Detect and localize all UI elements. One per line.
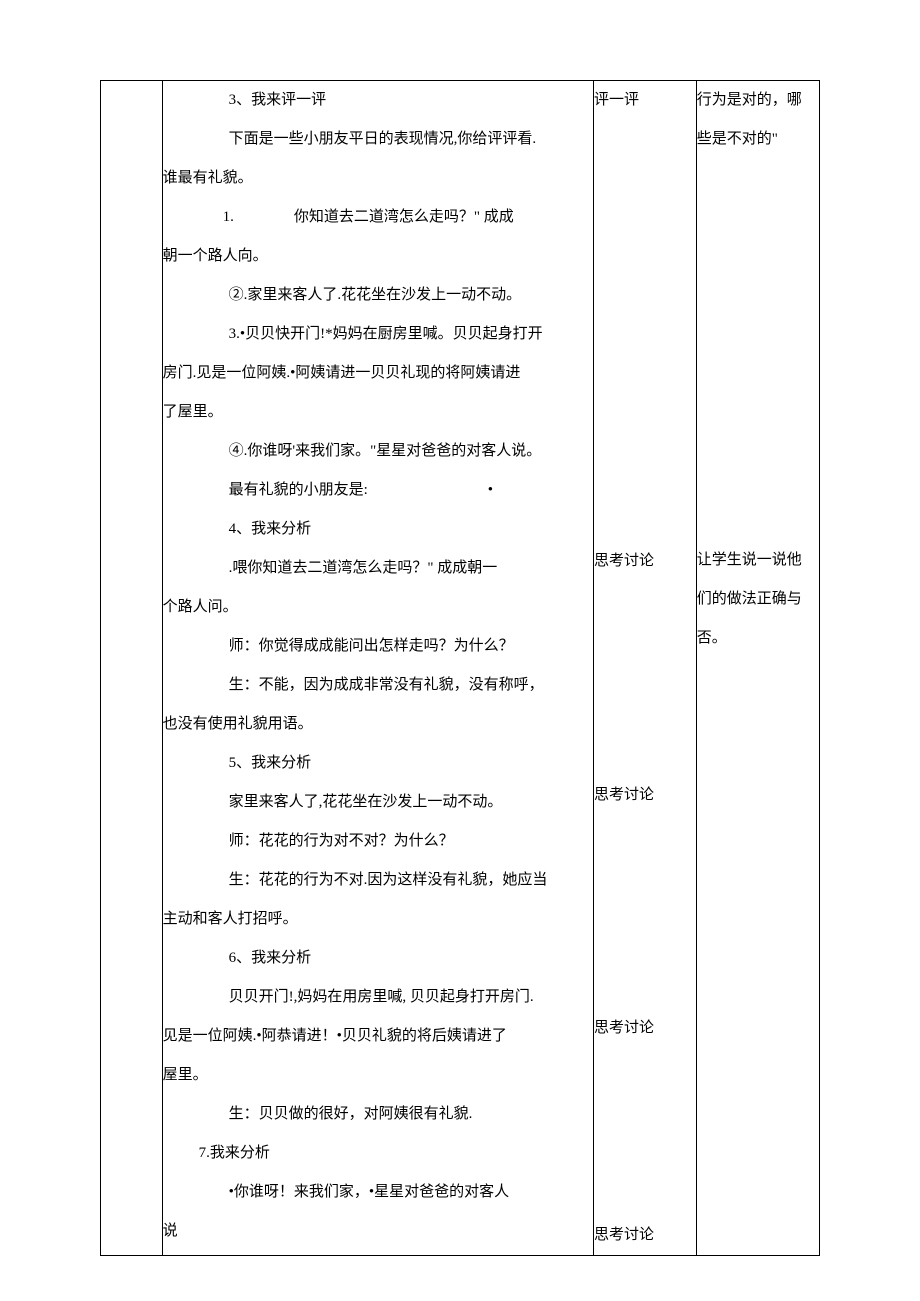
section-3-item2: ②.家里来客人了.花花坐在沙发上一动不动。: [163, 276, 593, 315]
section-3-intro-cont: 谁最有礼貌。: [163, 159, 593, 198]
section-5-student1: 生：花花的行为不对.因为这样没有礼貌，她应当: [163, 861, 593, 900]
section-3-title: 3、我来评一评: [163, 81, 593, 120]
section-7-line1: •你谁呀！来我们家，•星星对爸爸的对客人: [163, 1173, 593, 1212]
section-4-title: 4、我来分析: [163, 510, 593, 549]
section-3-intro: 下面是一些小朋友平日的表现情况,你给评评看.: [163, 120, 593, 159]
section-7-title: 7.我来分析: [163, 1134, 593, 1173]
student-activity-cell: 评一评 思考讨论 思考讨论 思考讨论 思考讨论: [594, 81, 697, 1256]
section-6-line1: 贝贝开门!,妈妈在用房里喊, 贝贝起身打开房门.: [163, 978, 593, 1017]
spacer: [594, 1048, 696, 1216]
activity-5: 思考讨论: [594, 776, 696, 815]
activity-6: 思考讨论: [594, 1009, 696, 1048]
lesson-plan-table: 3、我来评一评 下面是一些小朋友平日的表现情况,你给评评看. 谁最有礼貌。 1.…: [100, 80, 820, 1256]
section-4-line2: 个路人问。: [163, 588, 593, 627]
section-4-student1: 生：不能，因为成成非常没有礼貌，没有称呼，: [163, 666, 593, 705]
section-6-line2: 见是一位阿姨.•阿恭请进！•贝贝礼貌的将后姨请进了: [163, 1017, 593, 1056]
design-intent-cell: 行为是对的，哪 些是不对的" 让学生说一说他 们的做法正确与 否。: [696, 81, 819, 1256]
section-7-line2: 说: [163, 1212, 593, 1251]
intent-4c: 否。: [697, 619, 819, 658]
section-3-item1: 1. 你知道去二道湾怎么走吗？" 成成: [163, 198, 593, 237]
spacer: [594, 120, 696, 542]
activity-7: 思考讨论: [594, 1216, 696, 1255]
section-5-student2: 主动和客人打招呼。: [163, 900, 593, 939]
intent-4a: 让学生说一说他: [697, 541, 819, 580]
section-5-line1: 家里来客人了,花花坐在沙发上一动不动。: [163, 783, 593, 822]
section-4-student2: 也没有使用礼貌用语。: [163, 705, 593, 744]
section-3-item3: 3.•贝贝快开门!*妈妈在厨房里喊。贝贝起身打开: [163, 315, 593, 354]
section-3-conclusion: 最有礼貌的小朋友是: •: [163, 471, 593, 510]
section-3-item3-cont1: 房门.见是一位阿姨.•阿姨请进一贝贝礼现的将阿姨请进: [163, 354, 593, 393]
spacer: [594, 815, 696, 1009]
intent-3a: 行为是对的，哪: [697, 81, 819, 120]
spacer: [697, 159, 819, 541]
main-content-cell: 3、我来评一评 下面是一些小朋友平日的表现情况,你给评评看. 谁最有礼貌。 1.…: [162, 81, 593, 1256]
intent-3b: 些是不对的": [697, 120, 819, 159]
section-6-student: 生：贝贝做的很好，对阿姨很有礼貌.: [163, 1095, 593, 1134]
left-margin-cell: [101, 81, 163, 1256]
activity-4: 思考讨论: [594, 542, 696, 581]
section-3-item4: ④.你谁呀'来我们家。"星星对爸爸的对客人说。: [163, 432, 593, 471]
spacer: [594, 581, 696, 776]
table-row: 3、我来评一评 下面是一些小朋友平日的表现情况,你给评评看. 谁最有礼貌。 1.…: [101, 81, 820, 1256]
section-5-title: 5、我来分析: [163, 744, 593, 783]
section-5-teacher: 师：花花的行为对不对？为什么？: [163, 822, 593, 861]
page: 3、我来评一评 下面是一些小朋友平日的表现情况,你给评评看. 谁最有礼貌。 1.…: [0, 0, 920, 1301]
section-4-teacher: 师：你觉得成成能问出怎样走吗？为什么？: [163, 627, 593, 666]
section-6-line3: 屋里。: [163, 1056, 593, 1095]
activity-3: 评一评: [594, 81, 696, 120]
section-4-line1: .喂你知道去二道湾怎么走吗？" 成成朝一: [163, 549, 593, 588]
intent-4b: 们的做法正确与: [697, 580, 819, 619]
section-3-item3-cont2: 了屋里。: [163, 393, 593, 432]
section-6-title: 6、我来分析: [163, 939, 593, 978]
section-3-item1-cont: 朝一个路人向。: [163, 237, 593, 276]
